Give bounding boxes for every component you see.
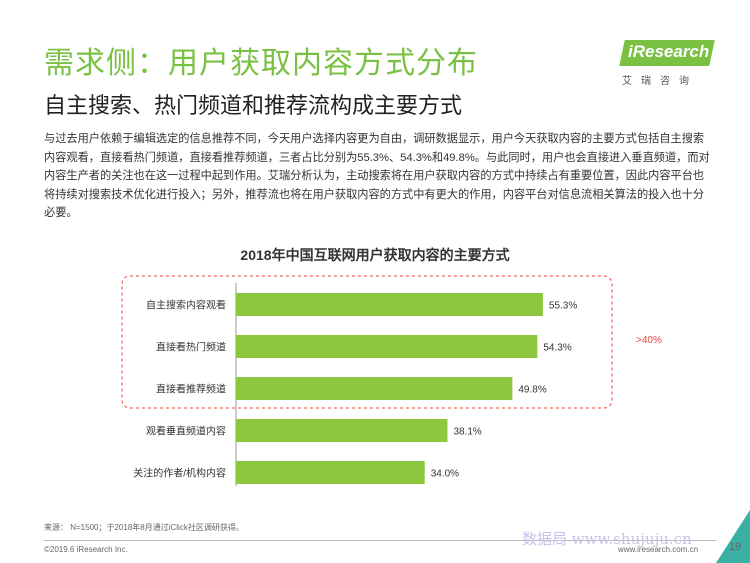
highlight-box [121,275,613,409]
footer-divider [44,540,716,541]
value-label: 55.3% [549,301,577,312]
bar [236,377,513,400]
page-number: 19 [729,541,742,553]
iresearch-logo: iResearch 艾瑞咨询 [612,38,715,88]
chart-title: 2018年中国互联网用户获取内容的主要方式 [240,247,510,263]
copyright: ©2019.6 iResearch Inc. [44,545,128,554]
bar [236,419,448,442]
category-label: 关注的作者/机构内容 [133,467,226,480]
source-note: 来源： N=1500；于2018年8月通过iClick社区调研获得。 [44,523,244,532]
value-label: 38.1% [453,427,481,438]
value-label: 49.8% [518,385,546,396]
value-label: 34.0% [431,469,459,480]
value-label: 54.3% [543,343,571,354]
watermark: 数据局 www.shujuju.cn [522,530,692,548]
logo-text: iResearch [628,42,710,61]
category-label: 观看垂直频道内容 [146,425,226,438]
highlight-annotation: >40% [636,335,662,346]
website-link[interactable]: www.iresearch.com.cn [618,545,699,554]
bar [236,461,425,484]
bar [236,293,543,316]
category-label: 自主搜索内容观看 [146,299,226,312]
logo-subtext: 艾瑞咨询 [622,76,698,87]
page-subtitle: 自主搜索、热门频道和推荐流构成主要方式 [44,93,463,118]
bar [236,335,538,358]
page-title: 需求侧：用户获取内容方式分布 [44,47,478,80]
intro-paragraph: 与过去用户依赖于编辑选定的信息推荐不同，今天用户选择内容更为自由，调研数据显示，… [44,133,710,219]
category-label: 直接看热门频道 [156,341,226,354]
category-label: 直接看推荐频道 [156,383,226,396]
corner-decoration [716,510,750,563]
